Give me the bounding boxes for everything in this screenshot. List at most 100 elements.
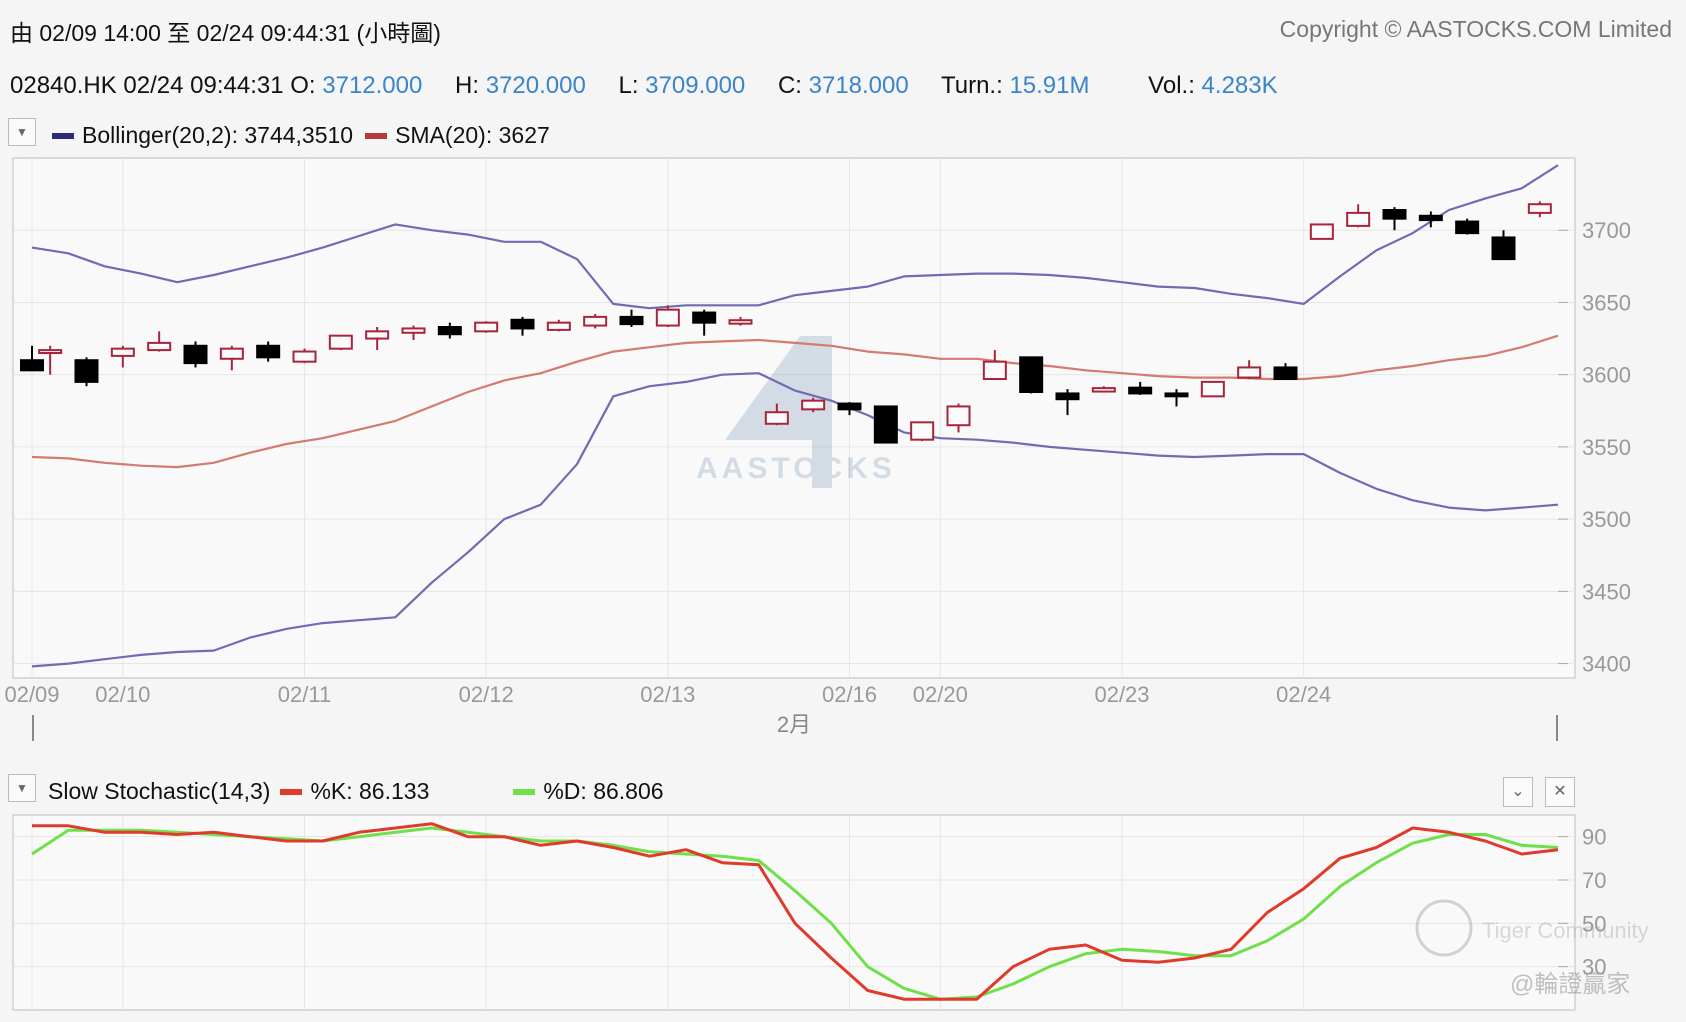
stoch-indicator-dropdown[interactable]: ▼	[8, 774, 36, 802]
candle-body	[74, 359, 99, 383]
candle-body	[1091, 387, 1116, 393]
chevron-down-icon: ⌄	[1511, 783, 1525, 800]
tiger-watermark: Tiger Community	[1415, 899, 1649, 957]
x-tick-label: 02/09	[4, 682, 59, 707]
candle-body	[655, 308, 680, 327]
x-tick-label: 02/23	[1094, 682, 1149, 707]
chevron-down-icon: ▼	[16, 125, 28, 139]
candle-body	[20, 359, 44, 372]
candle	[74, 357, 99, 387]
x-tick-label: 02/12	[459, 682, 514, 707]
candle-body	[692, 311, 717, 324]
y-tick-label: 3500	[1582, 507, 1631, 532]
candle-body	[837, 402, 862, 411]
high-value: 3720.000	[485, 72, 586, 99]
collapse-panel-button[interactable]: ⌄	[1503, 777, 1533, 807]
candle-body	[510, 318, 535, 330]
candle	[1164, 389, 1189, 407]
candle	[256, 341, 281, 362]
candle	[510, 316, 535, 336]
candle-body	[328, 334, 353, 350]
stoch-plot-frame	[12, 814, 1576, 1011]
stoch-title: Slow Stochastic(14,3)	[48, 778, 271, 804]
k-label: %K: 86.133	[310, 778, 430, 804]
aastocks-watermark-text: AASTOCKS	[696, 452, 896, 485]
candle	[728, 316, 753, 326]
x-tick-label: 02/13	[640, 682, 695, 707]
candle-body	[292, 350, 317, 363]
y-tick-label: 3400	[1582, 652, 1631, 677]
candle-body	[183, 344, 208, 365]
candle-body	[1273, 366, 1298, 381]
candle	[183, 341, 208, 368]
turnover-value: 15.91M	[1009, 72, 1090, 99]
candle	[1309, 223, 1334, 240]
y-tick-label: 3450	[1582, 579, 1631, 604]
tiger-watermark-text: Tiger Community	[1482, 918, 1649, 943]
bollinger-upper-line	[31, 164, 1559, 310]
stoch-y-tick-label: 50	[1582, 911, 1606, 936]
x-tick-label: 02/11	[278, 682, 331, 707]
candle	[910, 421, 935, 442]
candle	[1055, 389, 1080, 416]
candle	[1237, 360, 1262, 379]
candle-body	[401, 327, 426, 334]
close-panel-button[interactable]: ✕	[1545, 777, 1575, 807]
candle	[1418, 211, 1443, 228]
sma-swatch	[365, 132, 388, 139]
candle	[147, 331, 172, 352]
main-indicator-dropdown[interactable]: ▼	[8, 118, 36, 146]
candle-body	[1055, 392, 1080, 401]
x-tick-label: 02/20	[913, 682, 968, 707]
stoch-k-line	[32, 822, 1559, 1001]
candle-body	[1382, 209, 1407, 220]
candle	[1019, 356, 1044, 394]
d-label: %D: 86.806	[543, 778, 664, 804]
candle-body	[38, 349, 63, 355]
y-tick-label: 3650	[1582, 290, 1631, 315]
candle	[801, 397, 826, 413]
candle	[219, 345, 244, 371]
y-tick-label: 3550	[1582, 435, 1631, 460]
candle-body	[365, 330, 390, 340]
stoch-d-line	[31, 826, 1559, 1001]
candle	[110, 345, 135, 368]
candle-body	[1200, 380, 1225, 398]
close-icon: ✕	[1553, 783, 1567, 800]
candle	[1527, 201, 1552, 218]
candle	[328, 334, 353, 351]
candle	[1128, 381, 1153, 395]
candle-body	[474, 321, 499, 333]
candle	[1382, 207, 1407, 231]
candle	[1091, 386, 1116, 393]
candle-body	[801, 399, 826, 411]
candle-body	[583, 315, 608, 327]
volume-value: 4.283K	[1201, 72, 1278, 99]
candle-body	[110, 347, 135, 357]
candle-body	[1128, 386, 1153, 395]
candle	[365, 327, 390, 351]
candle	[1200, 380, 1225, 398]
candle	[837, 402, 862, 416]
candle	[292, 348, 317, 364]
candle-body	[982, 360, 1007, 380]
candle	[946, 403, 971, 433]
candle-body	[1455, 220, 1480, 235]
candle-body	[1418, 214, 1443, 222]
candle	[38, 345, 63, 375]
candle	[583, 314, 608, 329]
candle	[655, 305, 680, 327]
month-label: 2月	[777, 712, 811, 737]
high-label: H:	[455, 72, 480, 99]
x-tick-label: 02/16	[822, 682, 877, 707]
candle-body	[764, 411, 789, 425]
chevron-down-icon: ▼	[16, 781, 28, 795]
open-value: 3712.000	[322, 72, 423, 99]
candle-body	[873, 405, 898, 444]
candle	[873, 405, 898, 444]
stoch-y-tick-label: 90	[1582, 825, 1606, 850]
candle	[982, 350, 1007, 380]
candle-body	[1527, 203, 1552, 214]
k-swatch	[280, 788, 303, 795]
